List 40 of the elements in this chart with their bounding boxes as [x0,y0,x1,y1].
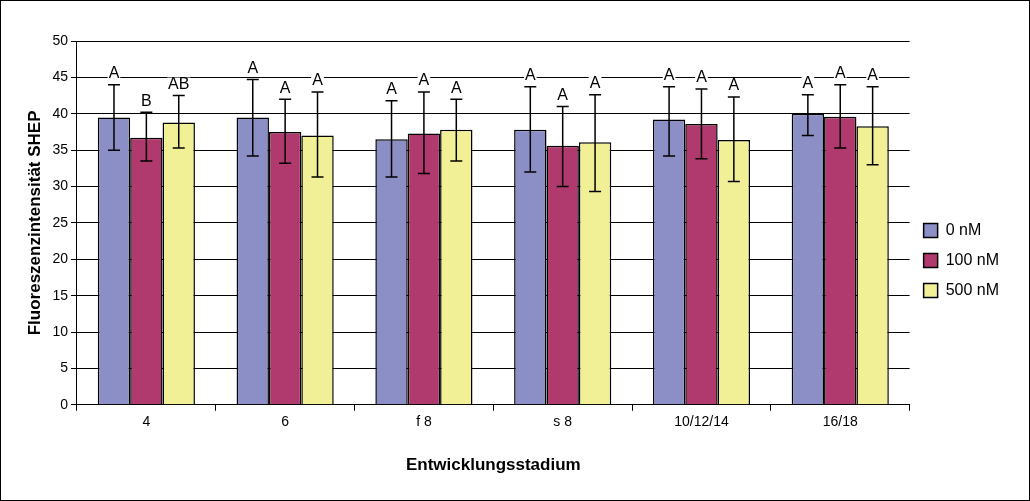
annotation: A [663,66,675,84]
annotation: A [802,74,814,92]
y-tick-label: 30 [52,177,69,194]
legend-label: 500 nM [945,280,1000,298]
annotation: A [557,85,569,103]
annotation: A [589,74,601,92]
x-tick-label: 4 [142,413,151,430]
annotation: A [386,80,398,98]
annotation: B [141,91,152,109]
x-tick-label: f 8 [416,413,432,430]
y-tick-label: 50 [52,31,69,48]
y-tick-label: 25 [52,213,69,230]
y-tick-label: 35 [52,141,69,157]
legend-label: 0 nM [945,220,982,238]
annotation: A [279,78,291,96]
y-axis-title: Fluoreszenzintensität SHEP [24,110,44,336]
y-tick-label: 0 [60,395,69,412]
x-tick-label: 10/12/14 [674,413,729,430]
annotation: A [867,66,879,84]
legend-label: 100 nM [945,250,1000,268]
annotation: A [418,71,430,89]
x-tick-label: 6 [281,413,290,430]
annotation: AB [168,74,190,92]
annotation: A [312,71,324,89]
annotation: A [728,76,740,94]
x-axis-title: Entwicklungsstadium [405,455,581,475]
y-tick-label: 45 [52,68,69,85]
annotation: A [834,64,846,82]
x-tick-label: 16/18 [822,413,858,430]
annotation: A [108,64,120,82]
annotation: A [524,66,536,84]
y-tick-label: 20 [52,250,69,267]
y-tick-label: 40 [52,104,69,121]
y-tick-label: 10 [52,322,69,339]
annotation: A [450,78,462,96]
annotation: A [247,58,259,76]
y-tick-label: 5 [60,359,69,376]
x-tick-label: s 8 [553,413,573,430]
annotation: A [696,68,708,86]
y-tick-label: 15 [52,286,69,303]
